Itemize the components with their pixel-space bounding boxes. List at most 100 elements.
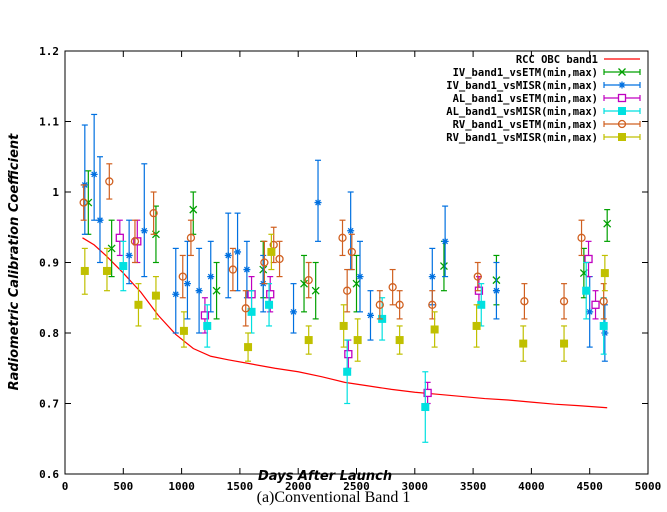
x-tick-label: 0: [62, 480, 69, 493]
data-point: [586, 308, 594, 316]
legend-label: IV_band1_vsETM(min,max): [453, 67, 598, 79]
data-point: [290, 308, 298, 316]
data-point: [186, 233, 196, 242]
data-point: [90, 170, 98, 178]
legend-marker: [618, 133, 626, 141]
data-point: [130, 237, 140, 246]
data-point: [244, 343, 253, 352]
data-point: [311, 286, 320, 295]
data-point: [375, 300, 384, 309]
data-point: [115, 233, 124, 242]
data-point: [260, 258, 269, 267]
data-point: [347, 227, 355, 235]
y-tick-label: 0.7: [39, 398, 59, 411]
data-point: [366, 311, 374, 319]
data-point: [151, 291, 160, 300]
data-point: [314, 199, 322, 207]
y-tick-label: 0.9: [39, 257, 59, 270]
x-tick-label: 2000: [285, 480, 312, 493]
data-point: [343, 286, 352, 295]
x-axis-title-area: Days After Launch: [258, 469, 392, 484]
data-point: [353, 336, 362, 345]
data-point: [343, 367, 352, 376]
data-point: [195, 287, 203, 295]
data-point: [203, 321, 212, 330]
y-tick-label: 1.2: [39, 45, 59, 58]
data-point: [266, 290, 275, 299]
data-point: [179, 326, 188, 335]
data-point: [599, 321, 608, 330]
data-point: [439, 262, 448, 270]
data-point: [304, 336, 313, 345]
data-point: [119, 262, 128, 271]
legend-label: RV_band1_vsETM(min,max): [453, 119, 598, 131]
data-point: [344, 349, 353, 359]
legend-label: RCC OBC band1: [516, 54, 598, 66]
legend-marker: [618, 68, 626, 76]
rcc-obc-line: [82, 237, 608, 409]
y-tick-label: 0.8: [39, 327, 59, 340]
data-point: [234, 248, 242, 256]
data-point: [601, 329, 609, 337]
data-point: [582, 286, 591, 295]
data-point: [591, 300, 600, 309]
legend-marker: [617, 119, 627, 129]
data-point: [275, 254, 284, 264]
data-point: [134, 300, 143, 309]
axes: 0 500 1000 1500 2000 2500 3000 3500 4000 4500 5000…: [39, 45, 661, 493]
data-point: [520, 297, 529, 306]
data-point: [183, 280, 191, 288]
data-point: [339, 321, 348, 330]
data-point: [519, 339, 528, 348]
series-4: [119, 240, 608, 443]
legend-label: AL_band1_vsETM(min,max): [453, 93, 598, 105]
data-point: [304, 275, 313, 285]
x-tick-label: 2500: [343, 480, 370, 493]
data-point: [472, 321, 481, 330]
data-point: [140, 227, 148, 235]
x-tick-label: 5000: [635, 480, 662, 493]
data-point: [428, 273, 436, 281]
series-5: [79, 163, 608, 327]
data-point: [243, 266, 251, 274]
series-0: [82, 237, 608, 409]
data-point: [356, 273, 364, 281]
data-series: [79, 113, 612, 443]
data-point: [178, 272, 187, 281]
data-point: [338, 233, 347, 242]
data-point: [224, 251, 232, 259]
data-point: [600, 269, 609, 278]
data-point: [228, 265, 238, 274]
legend-label: AL_band1_vsMISR(min,max): [446, 106, 598, 118]
data-point: [200, 311, 210, 320]
series-6: [80, 233, 609, 362]
data-point: [421, 403, 430, 412]
y-tick-label: 1: [52, 186, 59, 199]
data-point: [428, 300, 437, 309]
x-axis-title: Days After Launch: [258, 469, 392, 484]
data-point: [267, 247, 276, 256]
data-point: [247, 307, 256, 316]
data-point: [149, 208, 158, 218]
data-point: [241, 304, 250, 313]
data-point: [347, 247, 356, 257]
data-point: [584, 254, 593, 264]
data-point: [212, 286, 221, 295]
data-point: [96, 216, 104, 224]
data-point: [79, 198, 88, 207]
series-2: [81, 113, 609, 362]
data-point: [430, 325, 439, 334]
x-tick-label: 1500: [227, 480, 254, 493]
legend-marker: [618, 107, 626, 115]
data-point: [560, 339, 569, 348]
data-point: [441, 237, 449, 245]
data-point: [189, 205, 198, 214]
data-point: [603, 219, 612, 228]
x-tick-label: 3500: [460, 480, 487, 493]
data-point: [577, 233, 586, 242]
data-point: [423, 388, 432, 398]
data-point: [133, 237, 142, 246]
data-point: [172, 290, 180, 298]
x-tick-label: 4500: [576, 480, 603, 493]
